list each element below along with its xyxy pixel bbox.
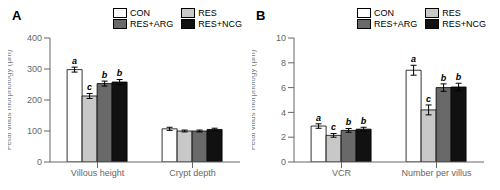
svg-text:VCR: VCR — [332, 168, 352, 178]
svg-text:Fetal villus morphology (μm): Fetal villus morphology (μm) — [252, 49, 257, 150]
svg-text:8: 8 — [281, 58, 286, 68]
svg-text:Villous height: Villous height — [71, 168, 125, 178]
svg-text:b: b — [441, 73, 447, 83]
svg-text:b: b — [346, 117, 352, 127]
svg-text:4: 4 — [281, 108, 286, 118]
svg-text:c: c — [331, 122, 336, 132]
svg-text:b: b — [102, 70, 108, 80]
html-text:CON: CON — [130, 8, 150, 18]
svg-text:b: b — [361, 116, 367, 126]
svg-text:0: 0 — [281, 157, 286, 167]
html-text:RES+NCG: RES+NCG — [442, 19, 486, 29]
html-text:RES: RES — [442, 8, 461, 18]
svg-text:Crypt depth: Crypt depth — [169, 168, 216, 178]
html-text:RES+ARG: RES+ARG — [130, 19, 174, 29]
svg-text:2: 2 — [281, 132, 286, 142]
svg-text:Number per villus: Number per villus — [401, 168, 472, 178]
html-text:RES+NCG: RES+NCG — [198, 19, 242, 29]
svg-text:0: 0 — [37, 157, 42, 167]
svg-text:Fetal villus morphology (μm): Fetal villus morphology (μm) — [8, 49, 13, 150]
svg-text:400: 400 — [27, 33, 42, 43]
svg-text:b: b — [456, 72, 462, 82]
svg-text:200: 200 — [27, 95, 42, 105]
svg-text:a: a — [411, 54, 416, 64]
html-text:RES+ARG: RES+ARG — [374, 19, 418, 29]
svg-text:a: a — [316, 113, 321, 123]
svg-text:6: 6 — [281, 83, 286, 93]
svg-text:100: 100 — [27, 126, 42, 136]
svg-text:b: b — [117, 68, 123, 78]
svg-text:c: c — [426, 94, 431, 104]
html-text:CON: CON — [374, 8, 394, 18]
svg-text:10: 10 — [276, 33, 286, 43]
html-text:A: A — [12, 8, 22, 23]
svg-text:c: c — [87, 82, 92, 92]
html-text:B: B — [256, 8, 266, 23]
svg-text:300: 300 — [27, 64, 42, 74]
html-text:RES: RES — [198, 8, 217, 18]
svg-text:a: a — [72, 56, 77, 66]
